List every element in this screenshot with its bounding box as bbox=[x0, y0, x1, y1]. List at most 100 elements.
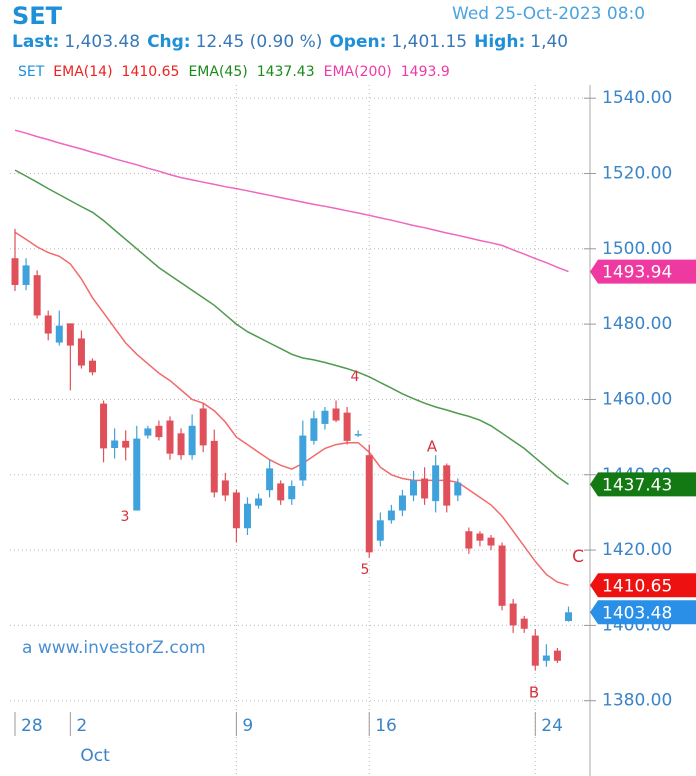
info-bar: Last: 1,403.48 Chg: 12.45 (0.90 %) Open: 1,40… bbox=[12, 32, 575, 52]
info-value: 1,40 bbox=[530, 32, 569, 52]
candle-body bbox=[332, 408, 340, 421]
candle-body bbox=[387, 510, 395, 521]
candle-body bbox=[509, 603, 517, 626]
candle-body bbox=[520, 618, 528, 629]
candle-body bbox=[299, 435, 307, 481]
candle-body bbox=[177, 433, 185, 456]
x-tick-label: 28 bbox=[21, 716, 43, 736]
price-tag-label: 1403.48 bbox=[602, 603, 672, 623]
candle-body bbox=[454, 482, 462, 496]
candle-body bbox=[487, 537, 495, 546]
legend-label: EMA(200) bbox=[323, 64, 392, 80]
candle-body bbox=[553, 650, 561, 661]
candle-body bbox=[155, 425, 163, 438]
info-value: 12.45 (0.90 %) bbox=[195, 32, 323, 52]
y-tick-label: 1380.00 bbox=[602, 691, 672, 711]
y-tick-label: 1540.00 bbox=[602, 88, 672, 108]
candle-body bbox=[266, 468, 274, 491]
annotation: A bbox=[427, 438, 438, 456]
candle-body bbox=[33, 275, 41, 316]
candle-body bbox=[277, 483, 285, 501]
candle-body bbox=[476, 533, 484, 541]
candle-body bbox=[410, 480, 418, 496]
annotation: C bbox=[572, 547, 584, 567]
candle-body bbox=[22, 265, 30, 285]
candle-body bbox=[321, 410, 329, 424]
candle-body bbox=[55, 325, 63, 343]
y-tick-label: 1480.00 bbox=[602, 314, 672, 334]
candle-body bbox=[144, 428, 152, 436]
candle-body bbox=[343, 412, 351, 441]
candle-body bbox=[199, 408, 207, 446]
candle-body bbox=[288, 486, 296, 500]
info-label: Chg: bbox=[147, 32, 191, 52]
candle-body bbox=[465, 531, 473, 549]
x-tick-label: 16 bbox=[375, 716, 397, 736]
y-tick-label: 1420.00 bbox=[602, 540, 672, 560]
candle-body bbox=[310, 418, 318, 441]
legend-label: EMA(45) bbox=[188, 64, 248, 80]
price-tag bbox=[590, 472, 696, 497]
y-tick-label: 1520.00 bbox=[602, 163, 672, 183]
candle-body bbox=[565, 612, 572, 622]
legend-label: EMA(14) bbox=[53, 64, 113, 80]
x-tick-label: 24 bbox=[541, 716, 563, 736]
info-label: Last: bbox=[12, 32, 60, 52]
month-label: Oct bbox=[80, 746, 110, 766]
candle-body bbox=[44, 315, 52, 334]
candle-body bbox=[166, 420, 174, 454]
price-tag-label: 1410.65 bbox=[602, 576, 672, 596]
legend: SET EMA(14) 1410.65 EMA(45) 1437.43 EMA(200) 1… bbox=[18, 64, 459, 80]
watermark: a www.investorZ.com bbox=[22, 638, 206, 658]
x-tick-label: 9 bbox=[242, 716, 253, 736]
candle-body bbox=[354, 434, 362, 436]
price-tag bbox=[590, 259, 696, 284]
candle-body bbox=[88, 360, 96, 373]
candle-body bbox=[376, 520, 384, 541]
candle-body bbox=[77, 338, 85, 366]
candle-body bbox=[542, 655, 550, 661]
candle-body bbox=[188, 425, 196, 456]
price-tag bbox=[590, 600, 696, 625]
candle-body bbox=[432, 465, 440, 502]
candle-body bbox=[255, 498, 263, 506]
candle-body bbox=[443, 465, 451, 506]
candle-body bbox=[365, 455, 373, 553]
candle-body bbox=[398, 495, 406, 511]
candle-body bbox=[122, 440, 130, 448]
candle-body bbox=[498, 545, 506, 606]
price-tag-label: 1493.94 bbox=[602, 263, 672, 283]
candle-body bbox=[243, 503, 251, 529]
candle-body bbox=[421, 478, 429, 499]
x-tick-label: 2 bbox=[76, 716, 87, 736]
y-tick-label: 1500.00 bbox=[602, 239, 672, 259]
ema-line bbox=[14, 169, 569, 486]
info-label: Open: bbox=[329, 32, 387, 52]
legend-value: 1410.65 bbox=[121, 64, 180, 80]
annotation: 5 bbox=[361, 562, 370, 578]
candle-body bbox=[66, 323, 74, 346]
annotation: 3 bbox=[121, 509, 130, 525]
candle-body bbox=[210, 440, 218, 493]
annotation: 4 bbox=[351, 369, 360, 385]
info-value: 1,403.48 bbox=[64, 32, 141, 52]
ema-line bbox=[14, 231, 569, 587]
y-tick-label: 1460.00 bbox=[602, 389, 672, 409]
chart-title: SET bbox=[12, 2, 63, 30]
candle-body bbox=[100, 403, 108, 449]
legend-value: 1437.43 bbox=[256, 64, 315, 80]
ema-line bbox=[14, 129, 569, 273]
price-tag-label: 1437.43 bbox=[602, 475, 672, 495]
annotation: B bbox=[529, 684, 539, 702]
candle-body bbox=[221, 480, 229, 496]
legend-label: SET bbox=[18, 64, 45, 80]
timestamp: Wed 25-Oct-2023 08:0 bbox=[452, 4, 646, 24]
candle-body bbox=[133, 438, 141, 511]
candle-body bbox=[232, 492, 240, 529]
info-value: 1,401.15 bbox=[391, 32, 468, 52]
candle-body bbox=[111, 440, 119, 449]
legend-value: 1493.9 bbox=[400, 64, 450, 80]
price-tag bbox=[590, 573, 696, 598]
